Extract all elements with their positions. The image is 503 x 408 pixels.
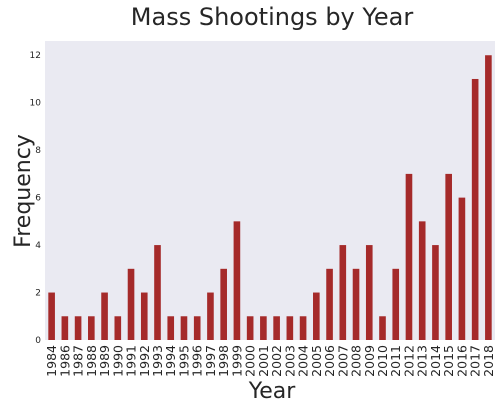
- x-tick-label: 2001: [256, 345, 271, 377]
- x-tick-label: 2006: [322, 345, 337, 377]
- bar-2002: [273, 316, 280, 340]
- plot-area: [45, 41, 495, 340]
- bar-2008: [352, 268, 360, 340]
- x-tick-label: 1986: [57, 345, 72, 377]
- x-tick-label: 1991: [124, 345, 139, 377]
- y-tick-label: 2: [35, 289, 41, 299]
- bar-1996: [193, 316, 201, 340]
- bar-2014: [432, 245, 439, 340]
- y-tick-label: 4: [35, 241, 41, 251]
- bar-2003: [286, 316, 294, 340]
- bar-2005: [313, 292, 320, 340]
- x-tick-label: 2002: [269, 345, 284, 377]
- bar-1991: [127, 268, 135, 340]
- x-tick-label: 1994: [163, 345, 178, 377]
- y-axis-label: Frequency: [11, 134, 36, 248]
- y-tick-label: 8: [35, 146, 41, 156]
- x-tick-label: 1996: [190, 345, 205, 377]
- x-tick-label: 1993: [150, 345, 165, 377]
- bar-1987: [74, 316, 82, 340]
- bar-1988: [88, 316, 95, 340]
- x-tick-label: 2004: [296, 345, 311, 377]
- x-tick-label: 1984: [44, 345, 59, 377]
- x-tick-label: 2000: [243, 345, 258, 377]
- bar-2017: [471, 78, 479, 340]
- x-axis-label: Year: [248, 379, 297, 404]
- x-tick-label: 2010: [375, 345, 390, 377]
- x-tick-label: 2015: [441, 345, 456, 377]
- bar-1992: [140, 292, 148, 340]
- bar-2010: [379, 316, 386, 340]
- bar-2013: [418, 221, 426, 340]
- x-tick-label: 2013: [415, 345, 430, 377]
- bar-1998: [220, 268, 227, 340]
- x-tick-label: 2011: [388, 345, 403, 377]
- x-tick-label: 2017: [468, 345, 483, 377]
- y-tick-label: 6: [35, 194, 41, 204]
- y-tick-label: 12: [30, 51, 41, 61]
- x-tick-label: 1990: [110, 345, 125, 377]
- x-tick-label: 2016: [454, 345, 469, 377]
- bar-2011: [392, 268, 400, 340]
- x-tick-label: 2007: [335, 345, 350, 377]
- chart-title: Mass Shootings by Year: [131, 3, 414, 31]
- bar-2006: [326, 268, 333, 340]
- bar-1993: [154, 245, 161, 340]
- x-tick-label: 1987: [71, 345, 86, 377]
- bar-2012: [405, 173, 413, 340]
- x-tick-label: 2012: [401, 345, 416, 377]
- bar-1994: [167, 316, 175, 340]
- x-tick-label: 2009: [362, 345, 377, 377]
- x-tick-label: 2018: [481, 345, 496, 377]
- bar-1984: [48, 292, 55, 340]
- x-tick-label: 1998: [216, 345, 231, 377]
- bar-2007: [339, 245, 347, 340]
- x-tick-label: 2008: [349, 345, 364, 377]
- x-tick-label: 1988: [84, 345, 99, 377]
- x-tick-label: 1999: [229, 345, 244, 377]
- bar-1999: [233, 221, 241, 340]
- bars-group: [48, 55, 492, 341]
- x-tick-label: 1989: [97, 345, 112, 377]
- x-tick-label: 2003: [282, 345, 297, 377]
- x-tick-label: 1997: [203, 345, 218, 377]
- x-ticks-group: 1984198619871988198919901991199219931994…: [44, 345, 496, 377]
- y-tick-label: 10: [30, 99, 42, 109]
- bar-2018: [485, 55, 492, 341]
- bar-2004: [299, 316, 307, 340]
- x-tick-label: 1992: [137, 345, 152, 377]
- x-tick-label: 2005: [309, 345, 324, 377]
- bar-2016: [458, 197, 466, 340]
- bar-2000: [246, 316, 254, 340]
- y-tick-label: 0: [35, 336, 41, 346]
- bar-1997: [207, 292, 214, 340]
- x-tick-label: 2014: [428, 345, 443, 377]
- x-tick-label: 1995: [176, 345, 191, 377]
- bar-2009: [365, 245, 373, 340]
- bar-2015: [445, 173, 452, 340]
- bar-1986: [61, 316, 69, 340]
- bar-2001: [260, 316, 267, 340]
- bar-1995: [180, 316, 188, 340]
- bar-1990: [114, 316, 122, 340]
- bar-1989: [101, 292, 108, 340]
- y-ticks-group: 0 2 4 6 8 10 12: [30, 51, 42, 346]
